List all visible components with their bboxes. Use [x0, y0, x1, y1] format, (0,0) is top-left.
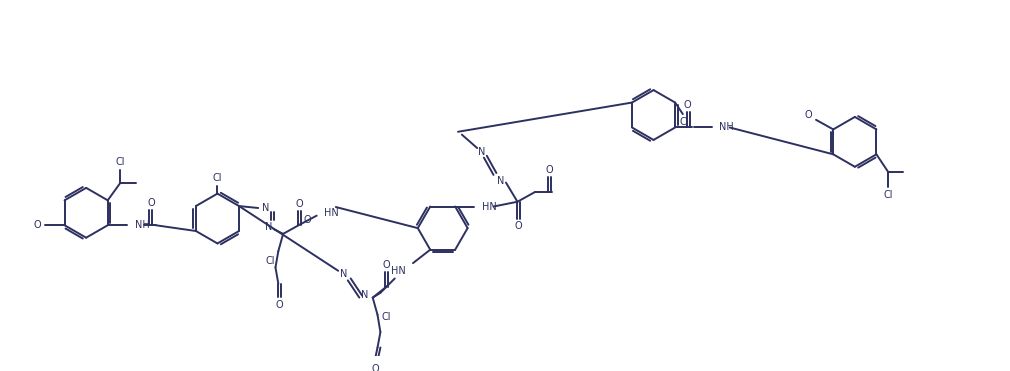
Text: O: O [276, 300, 283, 310]
Text: HN: HN [391, 266, 405, 276]
Text: HN: HN [324, 208, 339, 218]
Text: O: O [34, 220, 41, 230]
Text: HN: HN [482, 201, 497, 211]
Text: Cl: Cl [115, 157, 125, 167]
Text: NH: NH [134, 220, 149, 230]
Text: O: O [515, 221, 522, 231]
Text: NH: NH [719, 122, 734, 132]
Text: N: N [263, 203, 270, 213]
Text: N: N [479, 147, 486, 157]
Text: O: O [372, 364, 380, 371]
Text: Cl: Cl [266, 256, 276, 266]
Text: N: N [362, 290, 369, 300]
Text: Cl: Cl [883, 190, 893, 200]
Text: Cl: Cl [680, 117, 690, 127]
Text: Cl: Cl [382, 312, 391, 322]
Text: O: O [383, 260, 390, 270]
Text: N: N [497, 175, 504, 186]
Text: N: N [265, 222, 273, 232]
Text: Cl: Cl [213, 173, 222, 183]
Text: O: O [545, 165, 552, 175]
Text: O: O [296, 199, 303, 209]
Text: O: O [684, 101, 692, 111]
Text: O: O [805, 110, 812, 120]
Text: O: O [147, 198, 155, 208]
Text: O: O [303, 216, 311, 226]
Text: N: N [340, 269, 347, 279]
